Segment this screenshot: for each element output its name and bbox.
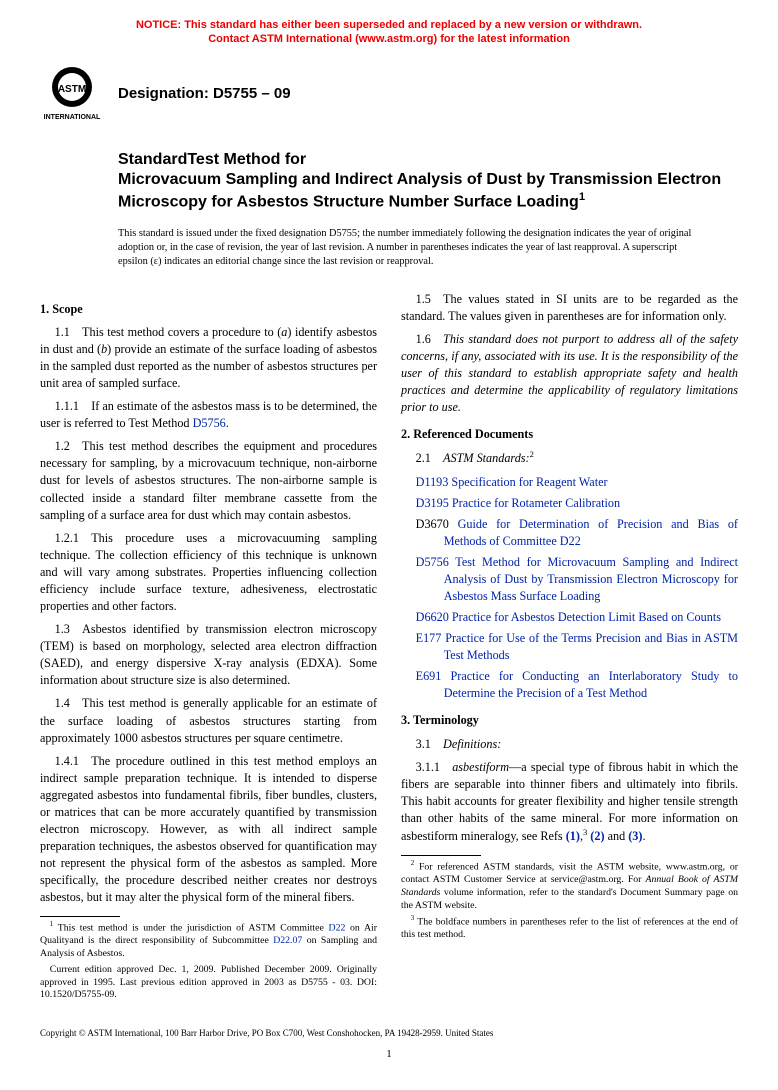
footnotes-left: 1 This test method is under the jurisdic… xyxy=(40,916,377,1002)
astm-logo: ASTM INTERNATIONAL xyxy=(40,65,104,123)
notice-banner: NOTICE: This standard has either been su… xyxy=(40,18,738,47)
ref-link-d1193[interactable]: D1193 xyxy=(416,475,449,489)
notice-line-2: Contact ASTM International (www.astm.org… xyxy=(208,33,570,45)
footnote-1b: Current edition approved Dec. 1, 2009. P… xyxy=(40,964,377,1002)
para-1-1: 1.1 This test method covers a procedure … xyxy=(40,324,377,392)
para-1-6: 1.6 This standard does not purport to ad… xyxy=(401,331,738,416)
para-1-4-1: 1.4.1 The procedure outlined in this tes… xyxy=(40,753,377,907)
header-row: ASTM INTERNATIONAL Designation: D5755 – … xyxy=(40,65,738,123)
ref-e691: E691 Practice for Conducting an Interlab… xyxy=(401,668,738,702)
ref-link-e177[interactable]: E177 xyxy=(416,631,442,645)
logo-text-top: ASTM xyxy=(58,84,86,95)
footnote-2: 2 For referenced ASTM standards, visit t… xyxy=(401,860,738,912)
ref-d1193: D1193 Specification for Reagent Water xyxy=(401,474,738,491)
section-head-refs: 2. Referenced Documents xyxy=(401,426,738,443)
para-1-5: 1.5 The values stated in SI units are to… xyxy=(401,291,738,325)
footnote-rule-left xyxy=(40,916,120,917)
ref-d3670: D3670 Guide for Determination of Precisi… xyxy=(401,516,738,550)
page-number: 1 xyxy=(40,1048,738,1060)
notice-line-1: NOTICE: This standard has either been su… xyxy=(136,19,642,31)
ref-d3195: D3195 Practice for Rotameter Calibration xyxy=(401,495,738,512)
para-1-2: 1.2 This test method describes the equip… xyxy=(40,438,377,523)
footnote-1: 1 This test method is under the jurisdic… xyxy=(40,921,377,960)
ref-cite-1[interactable]: (1) xyxy=(566,829,580,843)
para-1-4: 1.4 This test method is generally applic… xyxy=(40,695,377,746)
ref-e177: E177 Practice for Use of the Terms Preci… xyxy=(401,630,738,664)
link-d22-07[interactable]: D22.07 xyxy=(273,935,302,946)
ref-link-d6620[interactable]: D6620 xyxy=(416,610,449,624)
ref-d5756: D5756 Test Method for Microvacuum Sampli… xyxy=(401,554,738,605)
ref-cite-3[interactable]: (3) xyxy=(628,829,642,843)
copyright-line: Copyright © ASTM International, 100 Barr… xyxy=(40,1028,738,1038)
body-columns: 1. Scope 1.1 This test method covers a p… xyxy=(40,291,738,1002)
para-3-1-1: 3.1.1 asbestiform—a special type of fibr… xyxy=(401,759,738,845)
ref-link-e691[interactable]: E691 xyxy=(416,669,442,683)
title-kind: StandardTest Method for xyxy=(118,151,738,169)
footnotes-right: 2 For referenced ASTM standards, visit t… xyxy=(401,855,738,942)
section-head-terminology: 3. Terminology xyxy=(401,712,738,729)
adoption-note: This standard is issued under the fixed … xyxy=(118,227,698,269)
link-d22[interactable]: D22 xyxy=(329,923,346,934)
section-head-scope: 1. Scope xyxy=(40,301,377,318)
footnote-3: 3 The boldface numbers in parentheses re… xyxy=(401,915,738,942)
para-1-1-1: 1.1.1 If an estimate of the asbestos mas… xyxy=(40,398,377,432)
designation-label: Designation: D5755 – 09 xyxy=(118,85,291,102)
ref-d6620: D6620 Practice for Asbestos Detection Li… xyxy=(401,609,738,626)
footnote-rule-right xyxy=(401,855,481,856)
title-main: Microvacuum Sampling and Indirect Analys… xyxy=(118,169,738,214)
para-2-1: 2.1 ASTM Standards:2 xyxy=(401,449,738,467)
page-container: NOTICE: This standard has either been su… xyxy=(0,0,778,1090)
link-d5756[interactable]: D5756 xyxy=(193,416,226,430)
ref-link-d5756[interactable]: D5756 xyxy=(416,555,449,569)
ref-link-d3195[interactable]: D3195 xyxy=(416,496,449,510)
para-1-3: 1.3 Asbestos identified by transmission … xyxy=(40,621,377,689)
title-footnote-sup: 1 xyxy=(579,191,585,203)
para-1-2-1: 1.2.1 This procedure uses a microvacuumi… xyxy=(40,530,377,615)
title-block: StandardTest Method for Microvacuum Samp… xyxy=(118,151,738,214)
ref-cite-2[interactable]: (2) xyxy=(590,829,604,843)
logo-text-bottom: INTERNATIONAL xyxy=(44,114,101,121)
para-3-1: 3.1 Definitions: xyxy=(401,736,738,753)
ref-code-d3670: D3670 xyxy=(416,517,449,531)
